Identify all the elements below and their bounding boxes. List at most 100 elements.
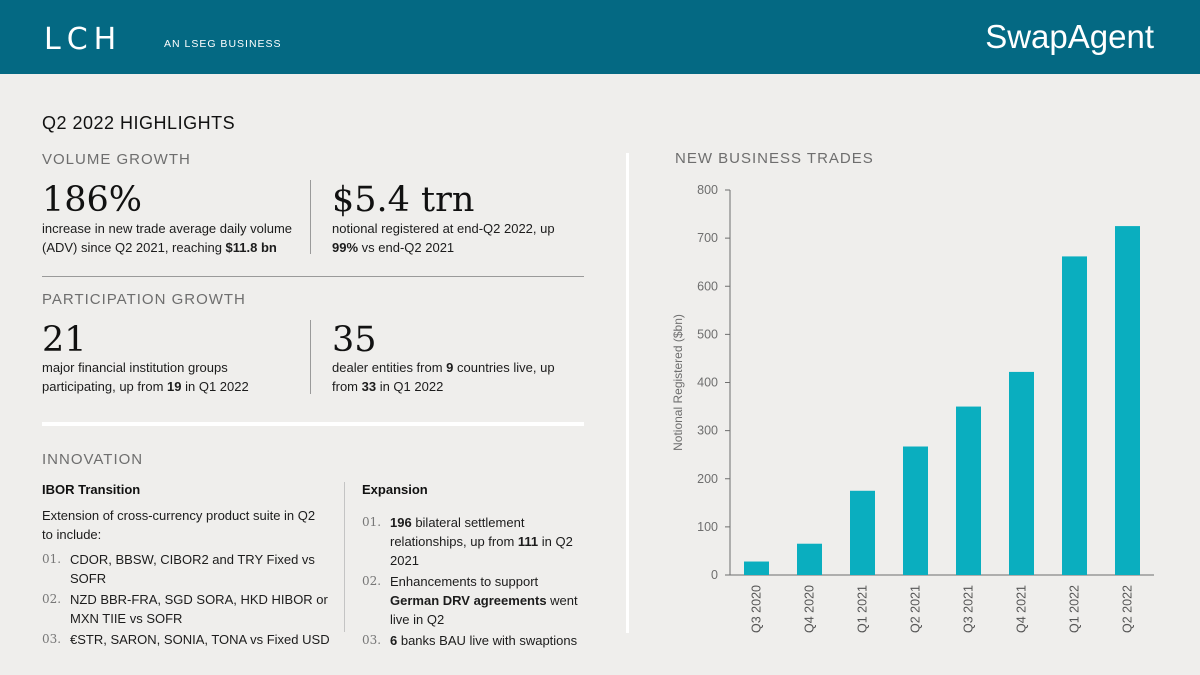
list-text: 196 bilateral settlement relationships, u…: [390, 513, 592, 570]
volume-adv-description: increase in new trade average daily volu…: [42, 219, 302, 257]
lch-logo: LCH: [44, 22, 123, 57]
innovation-divider: [344, 482, 345, 632]
product-name: SwapAgent: [985, 18, 1154, 55]
text-span: CDOR, BBSW, CIBOR2 and TRY Fixed vs SOFR: [70, 552, 315, 586]
text-span: €STR, SARON, SONIA, TONA vs Fixed USD: [70, 632, 330, 647]
volume-adv-value: 186%: [42, 180, 143, 220]
bold-number: 6: [390, 633, 398, 648]
list-item: 02. Enhancements to support German DRV agr…: [362, 572, 592, 629]
text-span: bilateral settlement: [411, 515, 525, 530]
y-tick-label: 100: [697, 520, 718, 534]
y-axis-label: Notional Registered ($bn): [671, 314, 685, 451]
y-tick-label: 800: [697, 183, 718, 197]
volume-growth-heading: VOLUME GROWTH: [42, 151, 191, 168]
list-text: 6 banks BAU live with swaptions: [390, 631, 577, 650]
ibor-transition-title: IBOR Transition: [42, 482, 141, 497]
list-text: CDOR, BBSW, CIBOR2 and TRY Fixed vs SOFR: [70, 550, 342, 588]
list-item: 01. CDOR, BBSW, CIBOR2 and TRY Fixed vs S…: [42, 550, 342, 588]
list-item: 03. 6 banks BAU live with swaptions: [362, 631, 592, 650]
bold-number: 9: [446, 360, 454, 375]
text-span: went: [546, 593, 578, 608]
list-text: €STR, SARON, SONIA, TONA vs Fixed USD: [70, 630, 330, 649]
ibor-list: 01. CDOR, BBSW, CIBOR2 and TRY Fixed vs S…: [42, 550, 342, 651]
logo-tagline: AN LSEG BUSINESS: [164, 38, 282, 50]
bold-number: 33: [361, 379, 377, 394]
ibor-intro: Extension of cross-currency product suit…: [42, 506, 332, 544]
ibor-intro-line1: Extension of cross-currency product suit…: [42, 508, 316, 523]
ibor-intro-line2: to include:: [42, 527, 102, 542]
list-number: 01.: [42, 552, 62, 566]
innovation-heading: INNOVATION: [42, 451, 144, 468]
list-number: 01.: [362, 515, 382, 529]
x-tick-label: Q4 2020: [803, 585, 817, 633]
participation-groups-line1: major financial institution groups: [42, 360, 228, 375]
x-tick-label: Q1 2021: [856, 585, 870, 633]
section-separator: [42, 276, 584, 277]
page-title: Q2 2022 HIGHLIGHTS: [42, 113, 236, 133]
y-tick-label: 700: [697, 231, 718, 245]
bold-number: 196: [390, 515, 412, 530]
chart-heading: NEW BUSINESS TRADES: [675, 150, 874, 167]
text-span: in Q1 2022: [181, 379, 249, 394]
list-item: 01. 196 bilateral settlement relationships…: [362, 513, 592, 570]
text-span: dealer entities from: [332, 360, 447, 375]
participation-groups-value: 21: [42, 320, 87, 360]
bar: [1115, 226, 1140, 575]
list-text: NZD BBR-FRA, SGD SORA, HKD HIBOR or MXN T…: [70, 590, 328, 628]
participation-growth-heading: PARTICIPATION GROWTH: [42, 291, 246, 308]
section-separator-thick: [42, 422, 584, 426]
x-tick-label: Q3 2021: [962, 585, 976, 633]
volume-notional-line1: notional registered at end-Q2 2022, up: [332, 221, 555, 236]
bar: [850, 490, 875, 575]
y-tick-label: 200: [697, 472, 718, 486]
text-span: vs end-Q2 2021: [358, 240, 455, 255]
bold-text: German DRV agreements: [390, 593, 547, 608]
participation-groups-line2: participating, up from 19 in Q1 2022: [42, 377, 302, 396]
x-tick-label: Q1 2022: [1068, 585, 1082, 633]
text-span: NZD BBR-FRA, SGD SORA, HKD HIBOR or: [70, 592, 328, 607]
bar: [1062, 256, 1087, 575]
text-span: countries live, up: [453, 360, 555, 375]
participation-dealers-line2: from 33 in Q1 2022: [332, 377, 582, 396]
participation-dealers-line1: dealer entities from 9 countries live, u…: [332, 358, 582, 377]
y-tick-label: 400: [697, 376, 718, 390]
list-text: Enhancements to support German DRV agreem…: [390, 572, 578, 629]
list-number: 03.: [362, 633, 382, 647]
bar: [903, 446, 928, 575]
y-tick-label: 300: [697, 424, 718, 438]
volume-divider: [310, 180, 311, 254]
x-tick-label: Q4 2021: [1015, 585, 1029, 633]
expansion-list: 01. 196 bilateral settlement relationships…: [362, 513, 592, 652]
list-number: 03.: [42, 632, 62, 646]
volume-notional-value: $5.4 trn: [332, 180, 475, 220]
bar: [1009, 371, 1034, 575]
x-tick-label: Q2 2022: [1121, 585, 1135, 633]
participation-groups-description: major financial institution groups parti…: [42, 358, 302, 396]
list-item: 02. NZD BBR-FRA, SGD SORA, HKD HIBOR or MX…: [42, 590, 342, 628]
volume-notional-line2: 99% vs end-Q2 2021: [332, 238, 582, 257]
participation-divider: [310, 320, 311, 394]
x-tick-label: Q2 2021: [909, 585, 923, 633]
text-span: live in Q2: [390, 612, 445, 627]
participation-dealers-description: dealer entities from 9 countries live, u…: [332, 358, 582, 396]
header-bar: LCH AN LSEG BUSINESS SwapAgent: [0, 0, 1200, 74]
expansion-title: Expansion: [362, 482, 428, 497]
participation-dealers-value: 35: [332, 320, 377, 360]
list-item: 03. €STR, SARON, SONIA, TONA vs Fixed USD: [42, 630, 342, 649]
bold-number: 111: [517, 534, 539, 549]
text-span: (ADV) since Q2 2021, reaching: [42, 240, 226, 255]
bar: [797, 543, 822, 575]
volume-notional-pct: 99%: [332, 240, 359, 255]
bold-number: 19: [167, 379, 182, 394]
text-span: banks BAU live with swaptions: [397, 633, 578, 648]
y-tick-label: 600: [697, 279, 718, 293]
volume-adv-amount: $11.8 bn: [225, 240, 277, 255]
volume-adv-line1: increase in new trade average daily volu…: [42, 221, 293, 236]
text-span: participating, up from: [42, 379, 168, 394]
column-divider: [626, 153, 629, 633]
text-span: relationships, up from: [390, 534, 518, 549]
list-number: 02.: [362, 574, 382, 588]
text-span: in Q2 2021: [390, 534, 573, 568]
bar-chart: 0 100 200 300 400 500 600 700 800 Notional Regist…: [671, 183, 1154, 633]
bar: [956, 406, 981, 575]
